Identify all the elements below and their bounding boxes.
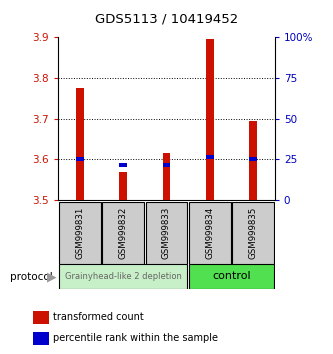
Text: percentile rank within the sample: percentile rank within the sample	[53, 333, 218, 343]
Bar	[119, 172, 127, 200]
Text: control: control	[212, 272, 251, 281]
Bar	[59, 202, 101, 264]
Bar	[206, 155, 214, 159]
Bar	[163, 164, 170, 167]
Bar	[249, 121, 257, 200]
Bar	[249, 157, 257, 161]
Bar	[232, 202, 274, 264]
Bar	[59, 264, 187, 289]
Bar	[33, 311, 49, 324]
Text: GSM999833: GSM999833	[162, 207, 171, 259]
Text: ▶: ▶	[47, 270, 56, 283]
Bar	[163, 153, 170, 200]
Bar	[206, 39, 214, 200]
Text: GSM999835: GSM999835	[248, 207, 258, 259]
Bar	[76, 157, 84, 161]
Bar	[33, 332, 49, 345]
Text: GSM999834: GSM999834	[205, 207, 214, 259]
Bar	[189, 202, 230, 264]
Text: GDS5113 / 10419452: GDS5113 / 10419452	[95, 12, 238, 25]
Text: Grainyhead-like 2 depletion: Grainyhead-like 2 depletion	[65, 272, 181, 281]
Text: transformed count: transformed count	[53, 312, 144, 322]
Bar	[103, 202, 144, 264]
Text: protocol: protocol	[10, 272, 53, 282]
Text: GSM999832: GSM999832	[119, 207, 128, 259]
Bar	[146, 202, 187, 264]
Bar	[76, 88, 84, 200]
Bar	[119, 164, 127, 167]
Bar	[189, 264, 274, 289]
Text: GSM999831: GSM999831	[75, 207, 85, 259]
